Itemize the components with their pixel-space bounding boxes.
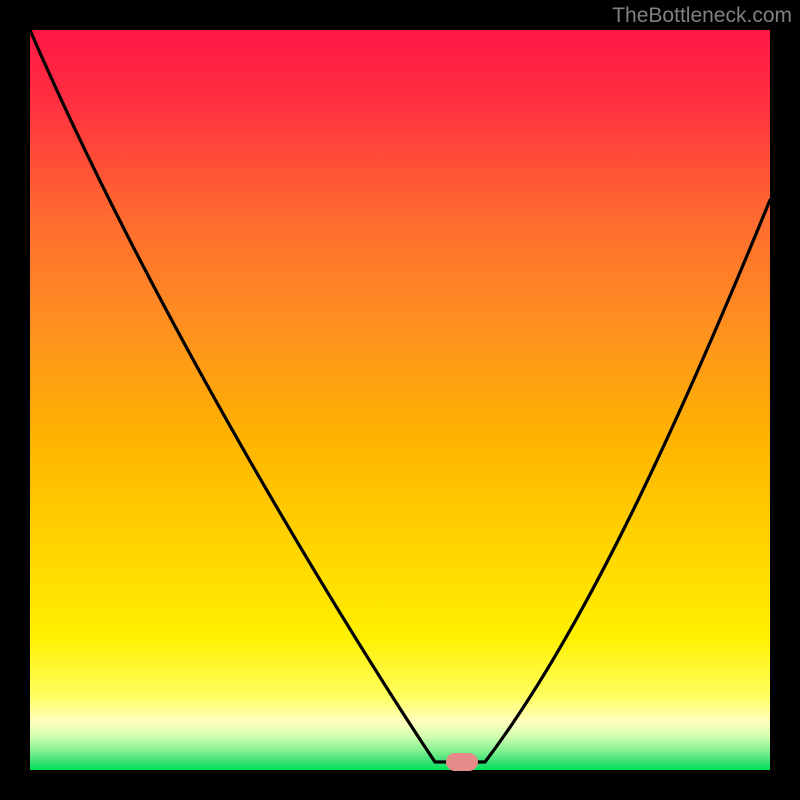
chart-container: TheBottleneck.com	[0, 0, 800, 800]
bottleneck-chart	[0, 0, 800, 800]
optimal-point-marker	[446, 753, 478, 771]
watermark-text: TheBottleneck.com	[612, 4, 792, 28]
plot-background-gradient	[30, 30, 770, 770]
